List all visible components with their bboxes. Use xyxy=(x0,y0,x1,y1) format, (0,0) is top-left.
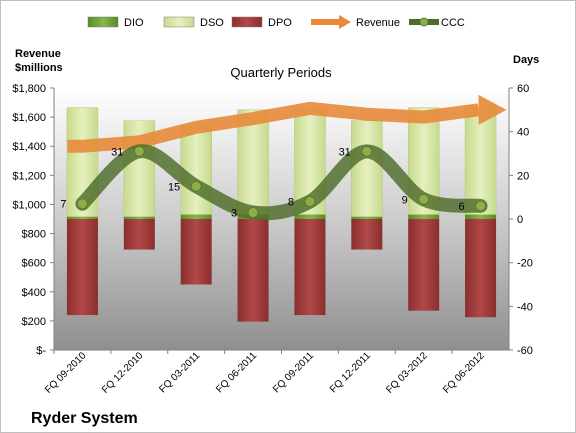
left-tick-label: $1,800 xyxy=(12,83,46,95)
ccc-point xyxy=(133,145,145,157)
x-tick-label: FQ 09-2011 xyxy=(271,350,316,395)
right-tick-label: 60 xyxy=(517,83,529,95)
left-tick-label: $200 xyxy=(22,316,46,328)
dio-bar xyxy=(123,216,155,219)
ccc-data-label: 7 xyxy=(60,199,66,211)
right-tick-label: 40 xyxy=(517,127,529,139)
legend-dio-label: DIO xyxy=(124,17,144,29)
company-name: Ryder System xyxy=(31,410,138,427)
ccc-data-label: 31 xyxy=(339,146,351,158)
dio-bar xyxy=(408,214,440,219)
dio-bar xyxy=(66,216,98,219)
ccc-data-label: 3 xyxy=(231,207,237,219)
dpo-bar xyxy=(66,219,98,316)
dpo-bar xyxy=(180,219,212,285)
ccc-data-label: 8 xyxy=(288,197,294,209)
dpo-bar xyxy=(294,219,326,316)
legend-revenue-label: Revenue xyxy=(356,17,400,29)
right-tick-label: 0 xyxy=(517,214,523,226)
right-tick-label: -20 xyxy=(517,258,533,270)
left-tick-label: $- xyxy=(36,345,46,357)
plot-area xyxy=(54,88,509,350)
x-tick-label: FQ 09-2010 xyxy=(43,350,89,396)
legend-dso-label: DSO xyxy=(200,17,224,29)
dpo-bar xyxy=(408,219,440,311)
ccc-layer: 7 31 15 3 8 31 9 6 xyxy=(60,144,488,221)
ccc-data-label: 15 xyxy=(168,181,180,193)
legend-dso-swatch xyxy=(163,16,195,28)
dio-bar xyxy=(294,214,326,219)
left-tick-label: $600 xyxy=(22,258,46,270)
ccc-data-label: 31 xyxy=(111,146,123,158)
right-tick-label: -60 xyxy=(517,345,533,357)
ccc-point xyxy=(247,206,259,218)
left-tick-label: $400 xyxy=(22,287,46,299)
dpo-bar xyxy=(351,219,383,250)
legend-dio-swatch xyxy=(87,16,119,28)
ccc-point xyxy=(475,200,487,212)
x-tick-label: FQ 06-2012 xyxy=(441,350,487,396)
ccc-point xyxy=(76,198,88,210)
dpo-bar xyxy=(465,219,497,318)
ccc-point xyxy=(304,196,316,208)
revenue-line xyxy=(67,101,480,153)
legend: DIO DSO DPO Revenue CCC xyxy=(87,15,465,29)
ccc-point xyxy=(418,193,430,205)
right-tick-label: 20 xyxy=(517,170,529,182)
left-tick-label: $1,200 xyxy=(12,170,46,182)
legend-dpo-swatch xyxy=(231,16,263,28)
legend-ccc-label: CCC xyxy=(441,17,465,29)
left-tick-label: $1,000 xyxy=(12,199,46,211)
left-tick-label: $1,400 xyxy=(12,141,46,153)
left-axis-title-line-2: $millions xyxy=(15,62,63,74)
left-tick-label: $1,600 xyxy=(12,112,46,124)
left-tick-label: $800 xyxy=(22,229,46,241)
x-tick-label: FQ 06-2011 xyxy=(214,350,259,395)
dso-bar xyxy=(351,120,383,218)
legend-dpo-label: DPO xyxy=(268,17,292,29)
ccc-point xyxy=(190,180,202,192)
dpo-bar xyxy=(237,219,269,322)
right-tick-label: -40 xyxy=(517,301,533,313)
dio-bar xyxy=(180,214,212,219)
x-tick-label: FQ 03-2011 xyxy=(157,350,202,395)
dso-bar xyxy=(237,109,269,215)
revenue-layer xyxy=(67,94,507,153)
revenue-arrowhead xyxy=(478,94,507,125)
ccc-data-label: 6 xyxy=(458,201,464,213)
legend-ccc-marker xyxy=(419,17,429,27)
chart-title: Quarterly Periods xyxy=(230,65,332,80)
x-tick-label: FQ 12-2010 xyxy=(100,350,146,396)
x-tick-label: FQ 12-2011 xyxy=(328,350,373,395)
dio-bar xyxy=(465,214,497,219)
dio-bar xyxy=(351,216,383,219)
dpo-bar xyxy=(123,219,155,250)
legend-revenue-arrow-icon xyxy=(339,15,351,29)
right-axis-title: Days xyxy=(513,54,539,66)
x-tick-label: FQ 03-2012 xyxy=(384,350,430,396)
ccc-data-label: 9 xyxy=(402,194,408,206)
ccc-point xyxy=(361,145,373,157)
left-axis-title-line-1: Revenue xyxy=(15,48,61,60)
